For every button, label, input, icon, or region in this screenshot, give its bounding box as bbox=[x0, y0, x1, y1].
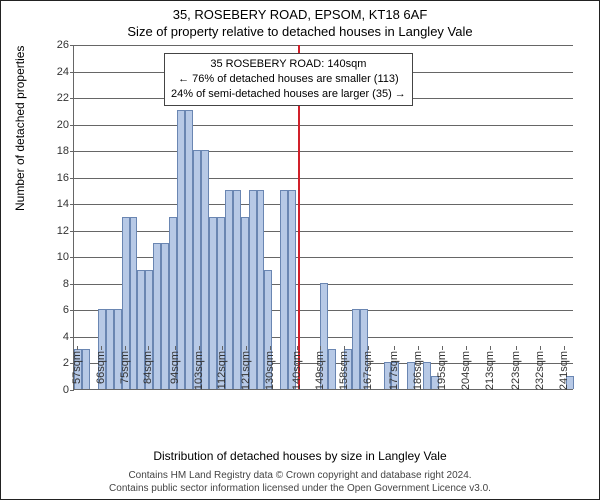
info-box-line: 35 ROSEBERY ROAD: 140sqm bbox=[171, 57, 406, 72]
y-tick-mark bbox=[70, 45, 74, 46]
x-tick-mark bbox=[516, 346, 517, 350]
grid-line bbox=[74, 204, 573, 205]
bar bbox=[153, 243, 161, 389]
x-tick-label: 66sqm bbox=[95, 351, 107, 384]
y-tick-label: 12 bbox=[39, 225, 69, 237]
y-tick-mark bbox=[70, 337, 74, 338]
x-tick-label: 112sqm bbox=[216, 351, 228, 389]
plot: 0246810121416182022242635 ROSEBERY ROAD:… bbox=[73, 45, 573, 390]
bar bbox=[177, 110, 185, 389]
x-tick-mark bbox=[344, 346, 345, 350]
grid-line bbox=[74, 151, 573, 152]
y-tick-label: 18 bbox=[39, 145, 69, 157]
x-tick-label: 223sqm bbox=[510, 351, 522, 390]
grid-line bbox=[74, 45, 573, 46]
y-tick-mark bbox=[70, 310, 74, 311]
x-tick-mark bbox=[270, 346, 271, 350]
y-tick-label: 4 bbox=[39, 331, 69, 343]
x-tick-mark bbox=[490, 346, 491, 350]
x-tick-label: 241sqm bbox=[558, 351, 570, 390]
bar bbox=[185, 110, 193, 389]
x-tick-mark bbox=[148, 346, 149, 350]
bar bbox=[423, 362, 431, 389]
x-tick-mark bbox=[394, 346, 395, 350]
x-tick-label: 177sqm bbox=[388, 351, 400, 390]
x-tick-label: 213sqm bbox=[484, 351, 496, 390]
x-tick-label: 167sqm bbox=[362, 351, 374, 390]
y-tick-mark bbox=[70, 125, 74, 126]
x-tick-mark bbox=[564, 346, 565, 350]
y-tick-label: 26 bbox=[39, 39, 69, 51]
y-tick-label: 0 bbox=[39, 384, 69, 396]
y-tick-mark bbox=[70, 390, 74, 391]
x-tick-mark bbox=[175, 346, 176, 350]
y-tick-label: 8 bbox=[39, 278, 69, 290]
x-tick-label: 121sqm bbox=[240, 351, 252, 390]
x-tick-label: 232sqm bbox=[534, 351, 546, 390]
grid-line bbox=[74, 231, 573, 232]
x-tick-label: 140sqm bbox=[291, 351, 303, 390]
chart-container: 35, ROSEBERY ROAD, EPSOM, KT18 6AF Size … bbox=[0, 0, 600, 500]
y-tick-mark bbox=[70, 178, 74, 179]
y-tick-label: 14 bbox=[39, 198, 69, 210]
info-box: 35 ROSEBERY ROAD: 140sqm← 76% of detache… bbox=[164, 53, 413, 106]
x-tick-mark bbox=[222, 346, 223, 350]
title-address: 35, ROSEBERY ROAD, EPSOM, KT18 6AF bbox=[1, 7, 599, 22]
x-tick-mark bbox=[125, 346, 126, 350]
y-tick-label: 24 bbox=[39, 66, 69, 78]
x-tick-label: 94sqm bbox=[169, 351, 181, 384]
y-tick-mark bbox=[70, 231, 74, 232]
y-tick-label: 10 bbox=[39, 251, 69, 263]
y-tick-mark bbox=[70, 284, 74, 285]
footer-line-2: Contains public sector information licen… bbox=[1, 483, 599, 496]
bar bbox=[280, 190, 288, 389]
y-tick-mark bbox=[70, 151, 74, 152]
x-tick-label: 195sqm bbox=[436, 351, 448, 390]
y-tick-label: 20 bbox=[39, 119, 69, 131]
y-tick-mark bbox=[70, 257, 74, 258]
y-axis-label: Number of detached properties bbox=[13, 46, 27, 211]
x-tick-mark bbox=[297, 346, 298, 350]
x-tick-mark bbox=[77, 346, 78, 350]
x-tick-label: 158sqm bbox=[338, 351, 350, 390]
x-tick-label: 57sqm bbox=[71, 351, 83, 384]
y-tick-label: 22 bbox=[39, 92, 69, 104]
title-subtitle: Size of property relative to detached ho… bbox=[1, 24, 599, 39]
y-tick-mark bbox=[70, 72, 74, 73]
y-tick-mark bbox=[70, 204, 74, 205]
x-tick-label: 84sqm bbox=[142, 351, 154, 384]
info-box-line: ← 76% of detached houses are smaller (11… bbox=[171, 72, 406, 87]
y-tick-mark bbox=[70, 98, 74, 99]
x-tick-mark bbox=[246, 346, 247, 350]
bar bbox=[328, 349, 336, 389]
footer-line-1: Contains HM Land Registry data © Crown c… bbox=[1, 470, 599, 483]
x-tick-label: 186sqm bbox=[412, 351, 424, 390]
grid-line bbox=[74, 257, 573, 258]
plot-area: 0246810121416182022242635 ROSEBERY ROAD:… bbox=[73, 45, 573, 390]
bar bbox=[352, 309, 360, 389]
x-axis-label: Distribution of detached houses by size … bbox=[1, 449, 599, 463]
x-tick-label: 75sqm bbox=[119, 351, 131, 384]
x-tick-mark bbox=[199, 346, 200, 350]
y-tick-label: 2 bbox=[39, 357, 69, 369]
x-tick-label: 149sqm bbox=[314, 351, 326, 390]
info-box-line: 24% of semi-detached houses are larger (… bbox=[171, 87, 406, 102]
x-tick-mark bbox=[418, 346, 419, 350]
footer: Contains HM Land Registry data © Crown c… bbox=[1, 470, 599, 495]
grid-line bbox=[74, 125, 573, 126]
y-tick-label: 6 bbox=[39, 304, 69, 316]
x-tick-label: 204sqm bbox=[460, 351, 472, 390]
x-tick-label: 130sqm bbox=[264, 351, 276, 390]
x-tick-label: 103sqm bbox=[193, 351, 205, 390]
x-tick-mark bbox=[442, 346, 443, 350]
x-tick-mark bbox=[540, 346, 541, 350]
x-tick-mark bbox=[320, 346, 321, 350]
bar bbox=[82, 349, 90, 389]
grid-line bbox=[74, 178, 573, 179]
x-tick-mark bbox=[368, 346, 369, 350]
x-tick-mark bbox=[466, 346, 467, 350]
y-tick-label: 16 bbox=[39, 172, 69, 184]
x-tick-mark bbox=[101, 346, 102, 350]
